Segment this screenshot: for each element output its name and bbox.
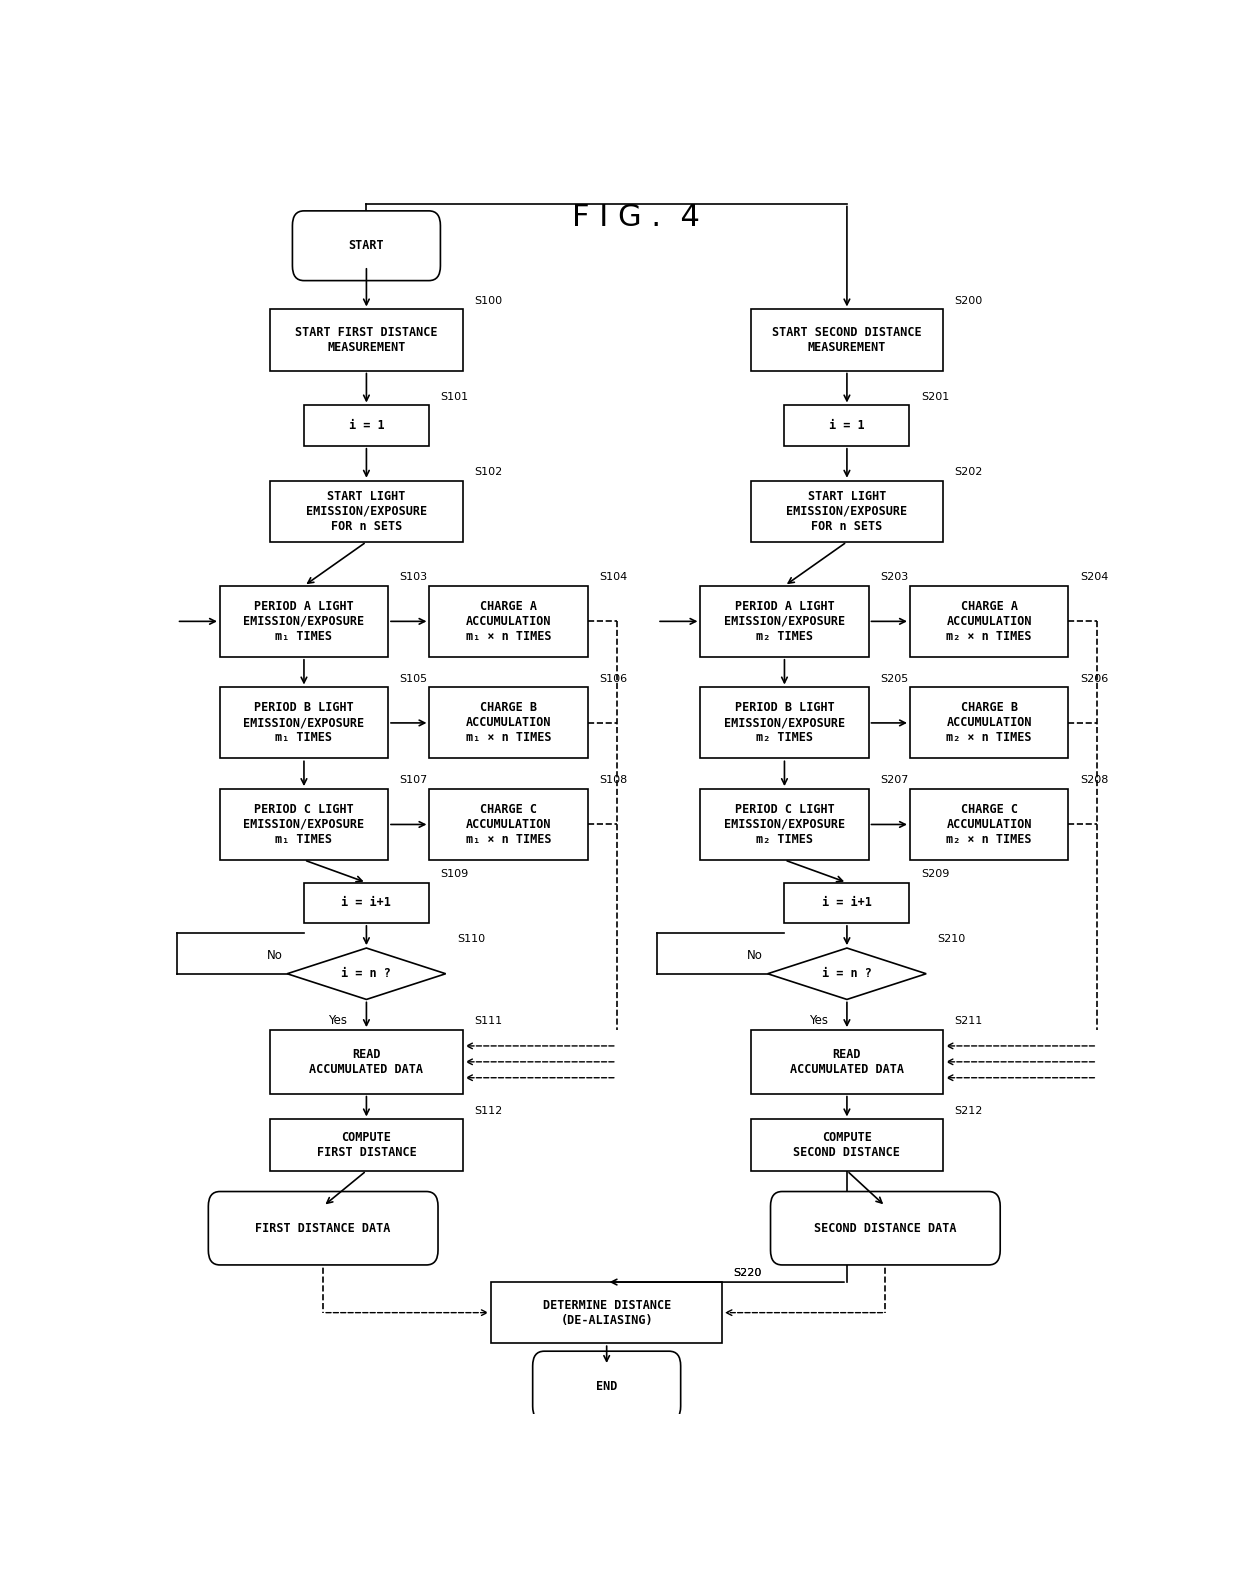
Text: F I G .  4: F I G . 4 <box>572 203 699 232</box>
FancyBboxPatch shape <box>751 480 944 542</box>
Text: S205: S205 <box>880 674 909 683</box>
Polygon shape <box>288 949 445 999</box>
Text: S112: S112 <box>474 1106 502 1115</box>
FancyBboxPatch shape <box>429 688 588 758</box>
FancyBboxPatch shape <box>270 1030 463 1093</box>
Text: S202: S202 <box>955 467 983 477</box>
Text: i = 1: i = 1 <box>830 419 864 432</box>
Text: S100: S100 <box>474 296 502 305</box>
Text: S109: S109 <box>440 869 469 879</box>
FancyBboxPatch shape <box>270 1119 463 1171</box>
FancyBboxPatch shape <box>219 586 388 656</box>
FancyBboxPatch shape <box>910 790 1069 860</box>
FancyBboxPatch shape <box>770 1192 1001 1265</box>
Text: PERIOD C LIGHT
EMISSION/EXPOSURE
m₁ TIMES: PERIOD C LIGHT EMISSION/EXPOSURE m₁ TIME… <box>243 802 365 845</box>
Text: CHARGE A
ACCUMULATION
m₁ × n TIMES: CHARGE A ACCUMULATION m₁ × n TIMES <box>466 601 552 644</box>
Text: PERIOD C LIGHT
EMISSION/EXPOSURE
m₂ TIMES: PERIOD C LIGHT EMISSION/EXPOSURE m₂ TIME… <box>724 802 844 845</box>
FancyBboxPatch shape <box>785 405 909 447</box>
Text: READ
ACCUMULATED DATA: READ ACCUMULATED DATA <box>790 1047 904 1076</box>
FancyBboxPatch shape <box>751 1030 944 1093</box>
FancyBboxPatch shape <box>751 310 944 370</box>
Text: START LIGHT
EMISSION/EXPOSURE
FOR n SETS: START LIGHT EMISSION/EXPOSURE FOR n SETS <box>786 489 908 532</box>
FancyBboxPatch shape <box>751 1119 944 1171</box>
Text: END: END <box>596 1379 618 1392</box>
Text: No: No <box>267 949 283 961</box>
Text: START: START <box>348 240 384 253</box>
FancyBboxPatch shape <box>701 586 868 656</box>
Text: S209: S209 <box>921 869 950 879</box>
FancyBboxPatch shape <box>270 310 463 370</box>
FancyBboxPatch shape <box>701 688 868 758</box>
Text: i = n ?: i = n ? <box>341 968 392 980</box>
Text: i = i+1: i = i+1 <box>822 896 872 909</box>
FancyBboxPatch shape <box>304 882 429 923</box>
Text: COMPUTE
SECOND DISTANCE: COMPUTE SECOND DISTANCE <box>794 1131 900 1158</box>
FancyBboxPatch shape <box>219 790 388 860</box>
Text: S104: S104 <box>599 572 627 582</box>
Text: S103: S103 <box>399 572 428 582</box>
Text: READ
ACCUMULATED DATA: READ ACCUMULATED DATA <box>310 1047 423 1076</box>
Text: CHARGE B
ACCUMULATION
m₁ × n TIMES: CHARGE B ACCUMULATION m₁ × n TIMES <box>466 701 552 744</box>
Text: S211: S211 <box>955 1017 983 1026</box>
FancyBboxPatch shape <box>910 688 1069 758</box>
Text: S105: S105 <box>399 674 428 683</box>
Text: S106: S106 <box>599 674 627 683</box>
FancyBboxPatch shape <box>785 882 909 923</box>
Text: i = 1: i = 1 <box>348 419 384 432</box>
FancyBboxPatch shape <box>219 688 388 758</box>
Text: S201: S201 <box>921 392 949 402</box>
Text: S212: S212 <box>955 1106 983 1115</box>
Text: S111: S111 <box>474 1017 502 1026</box>
Text: i = i+1: i = i+1 <box>341 896 392 909</box>
FancyBboxPatch shape <box>429 790 588 860</box>
FancyBboxPatch shape <box>910 586 1069 656</box>
Text: S107: S107 <box>399 775 428 785</box>
Text: S220: S220 <box>734 1268 761 1279</box>
Text: S207: S207 <box>880 775 909 785</box>
Text: START FIRST DISTANCE
MEASUREMENT: START FIRST DISTANCE MEASUREMENT <box>295 326 438 354</box>
Text: DETERMINE DISTANCE
(DE-ALIASING): DETERMINE DISTANCE (DE-ALIASING) <box>543 1298 671 1327</box>
FancyBboxPatch shape <box>533 1351 681 1421</box>
FancyBboxPatch shape <box>293 211 440 281</box>
FancyBboxPatch shape <box>491 1282 722 1343</box>
Text: COMPUTE
FIRST DISTANCE: COMPUTE FIRST DISTANCE <box>316 1131 417 1158</box>
Text: S208: S208 <box>1080 775 1109 785</box>
Text: S101: S101 <box>440 392 469 402</box>
FancyBboxPatch shape <box>270 480 463 542</box>
Text: No: No <box>746 949 763 961</box>
FancyBboxPatch shape <box>701 790 868 860</box>
Text: PERIOD A LIGHT
EMISSION/EXPOSURE
m₁ TIMES: PERIOD A LIGHT EMISSION/EXPOSURE m₁ TIME… <box>243 601 365 644</box>
Text: S200: S200 <box>955 296 983 305</box>
Text: CHARGE C
ACCUMULATION
m₁ × n TIMES: CHARGE C ACCUMULATION m₁ × n TIMES <box>466 802 552 845</box>
Text: CHARGE A
ACCUMULATION
m₂ × n TIMES: CHARGE A ACCUMULATION m₂ × n TIMES <box>946 601 1032 644</box>
Text: S220: S220 <box>734 1268 761 1279</box>
Text: SECOND DISTANCE DATA: SECOND DISTANCE DATA <box>815 1222 956 1235</box>
Polygon shape <box>768 949 926 999</box>
Text: S203: S203 <box>880 572 909 582</box>
Text: Yes: Yes <box>808 1014 827 1026</box>
Text: Yes: Yes <box>329 1014 347 1026</box>
Text: S204: S204 <box>1080 572 1109 582</box>
Text: PERIOD B LIGHT
EMISSION/EXPOSURE
m₁ TIMES: PERIOD B LIGHT EMISSION/EXPOSURE m₁ TIME… <box>243 701 365 744</box>
Text: S102: S102 <box>474 467 502 477</box>
Text: START LIGHT
EMISSION/EXPOSURE
FOR n SETS: START LIGHT EMISSION/EXPOSURE FOR n SETS <box>306 489 427 532</box>
Text: PERIOD A LIGHT
EMISSION/EXPOSURE
m₂ TIMES: PERIOD A LIGHT EMISSION/EXPOSURE m₂ TIME… <box>724 601 844 644</box>
Text: S206: S206 <box>1080 674 1109 683</box>
FancyBboxPatch shape <box>304 405 429 447</box>
Text: CHARGE C
ACCUMULATION
m₂ × n TIMES: CHARGE C ACCUMULATION m₂ × n TIMES <box>946 802 1032 845</box>
Text: PERIOD B LIGHT
EMISSION/EXPOSURE
m₂ TIMES: PERIOD B LIGHT EMISSION/EXPOSURE m₂ TIME… <box>724 701 844 744</box>
Text: S108: S108 <box>599 775 627 785</box>
FancyBboxPatch shape <box>208 1192 438 1265</box>
Text: S110: S110 <box>458 934 485 944</box>
Text: S210: S210 <box>937 934 966 944</box>
Text: FIRST DISTANCE DATA: FIRST DISTANCE DATA <box>255 1222 391 1235</box>
FancyBboxPatch shape <box>429 586 588 656</box>
Text: i = n ?: i = n ? <box>822 968 872 980</box>
Text: CHARGE B
ACCUMULATION
m₂ × n TIMES: CHARGE B ACCUMULATION m₂ × n TIMES <box>946 701 1032 744</box>
Text: START SECOND DISTANCE
MEASUREMENT: START SECOND DISTANCE MEASUREMENT <box>773 326 921 354</box>
